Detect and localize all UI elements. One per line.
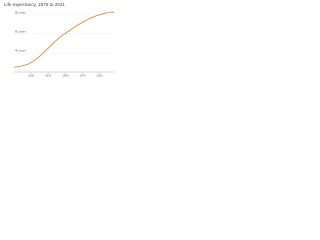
x-tick-label: 1950: [62, 74, 69, 78]
y-tick-label: 80 years: [15, 11, 26, 15]
chart-title: Life expectancy, 1875 to 2021: [4, 2, 65, 7]
chart: Life expectancy, 1875 to 2021 40 years 60…: [4, 2, 115, 78]
y-tick-label: 40 years: [15, 49, 26, 53]
x-tick-label: 1975: [79, 74, 86, 78]
y-tick-label: 60 years: [15, 30, 26, 34]
page: Life expectancy, 1875 to 2021 40 years 60…: [0, 0, 320, 85]
x-tick-label: 2000: [96, 74, 103, 78]
x-tick-label: 1900: [28, 74, 35, 78]
x-tick-label: 1925: [45, 74, 52, 78]
data-line: [13, 11, 115, 68]
